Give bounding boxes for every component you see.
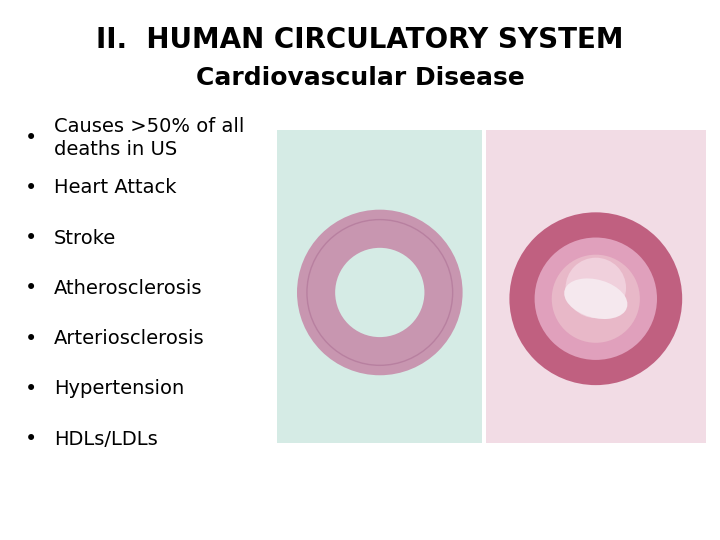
Text: •: • (25, 328, 37, 349)
Text: Arteriosclerosis: Arteriosclerosis (54, 329, 204, 348)
Text: Atherosclerosis: Atherosclerosis (54, 279, 202, 298)
Ellipse shape (566, 258, 626, 318)
Text: II.  HUMAN CIRCULATORY SYSTEM: II. HUMAN CIRCULATORY SYSTEM (96, 26, 624, 55)
Text: •: • (25, 278, 37, 299)
Text: •: • (25, 127, 37, 148)
Ellipse shape (297, 210, 462, 375)
Ellipse shape (564, 279, 627, 319)
Text: •: • (25, 228, 37, 248)
Text: Heart Attack: Heart Attack (54, 178, 176, 198)
Ellipse shape (534, 238, 657, 360)
Text: •: • (25, 379, 37, 399)
Ellipse shape (552, 255, 640, 343)
Ellipse shape (510, 212, 682, 385)
Text: Causes >50% of all
deaths in US: Causes >50% of all deaths in US (54, 117, 244, 159)
Ellipse shape (335, 248, 424, 337)
Text: Hypertension: Hypertension (54, 379, 184, 399)
Text: Stroke: Stroke (54, 228, 116, 248)
Text: HDLs/LDLs: HDLs/LDLs (54, 429, 158, 449)
Text: Cardiovascular Disease: Cardiovascular Disease (196, 66, 524, 90)
Text: •: • (25, 429, 37, 449)
Bar (277, 130, 482, 443)
Bar (486, 130, 706, 443)
Text: •: • (25, 178, 37, 198)
